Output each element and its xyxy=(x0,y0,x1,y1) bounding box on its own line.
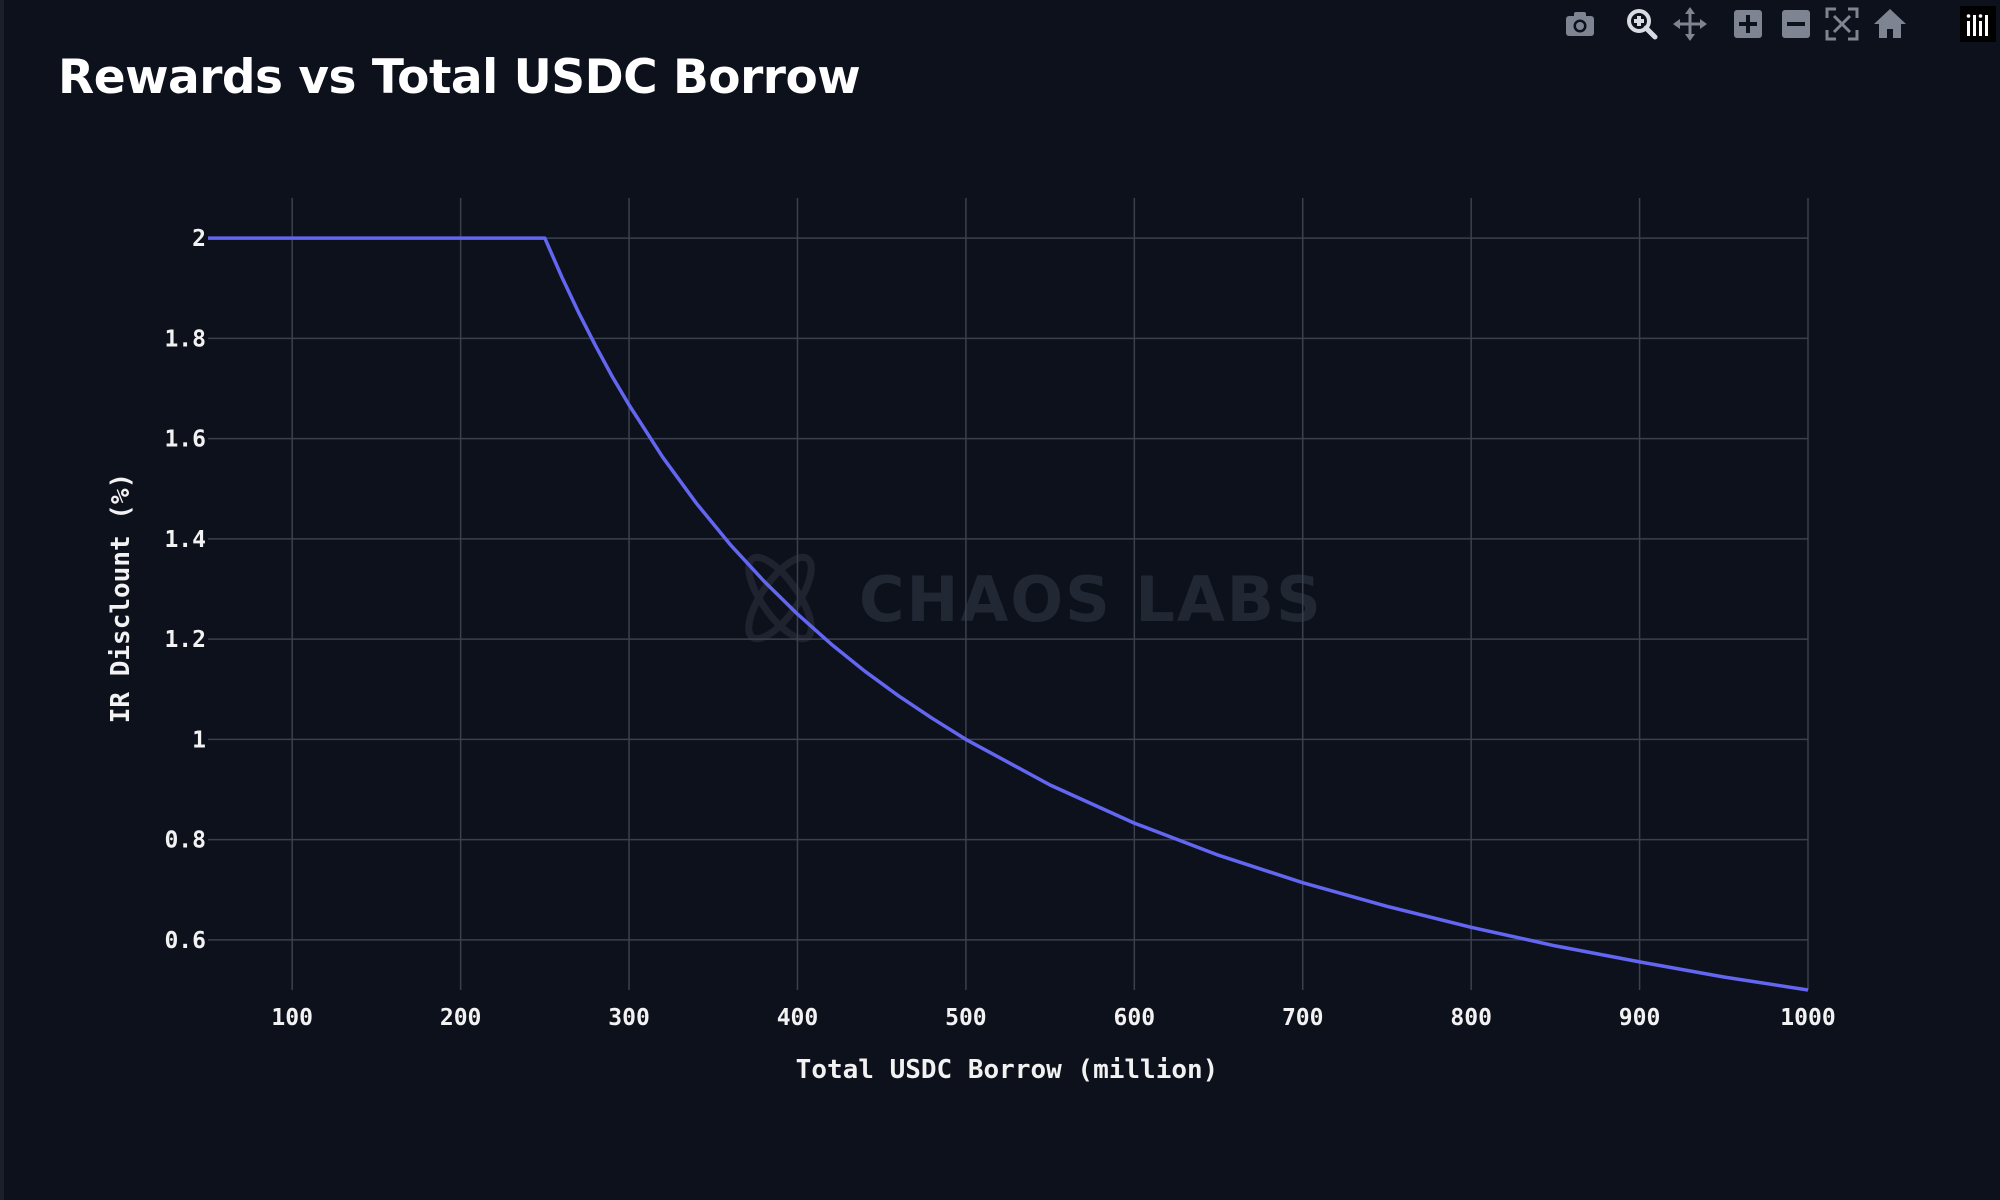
x-tick-label: 1000 xyxy=(1780,1005,1835,1031)
watermark-logo-icon xyxy=(745,553,815,643)
line-chart[interactable]: CHAOS LABS 100 200 300 400 500 600 700 800 900 10… xyxy=(4,0,2000,1200)
grid xyxy=(208,198,1809,990)
y-axis-title: IR Disclount (%) xyxy=(106,473,136,723)
y-tick-label: 1.6 xyxy=(164,427,206,453)
y-tick-label: 2 xyxy=(192,226,206,252)
home-icon[interactable] xyxy=(1870,4,1910,44)
x-tick-label: 400 xyxy=(777,1005,819,1031)
y-axis-ticks: 2 1.8 1.6 1.4 1.2 1 0.8 0.6 xyxy=(164,226,206,954)
x-tick-label: 500 xyxy=(945,1005,987,1031)
pan-icon[interactable] xyxy=(1670,4,1710,44)
watermark: CHAOS LABS xyxy=(745,553,1323,643)
chart-title: Rewards vs Total USDC Borrow xyxy=(58,50,861,105)
y-tick-label: 1 xyxy=(192,727,206,753)
autoscale-icon[interactable] xyxy=(1822,4,1862,44)
y-tick-label: 1.2 xyxy=(164,627,206,653)
y-tick-label: 0.8 xyxy=(164,828,206,854)
x-tick-label: 600 xyxy=(1114,1005,1156,1031)
zoom-in-icon[interactable] xyxy=(1728,4,1768,44)
plotly-logo-icon[interactable] xyxy=(1958,4,1998,44)
plot-toolbar xyxy=(1560,0,2000,50)
x-tick-label: 900 xyxy=(1619,1005,1661,1031)
x-axis-title: Total USDC Borrow (million) xyxy=(796,1055,1219,1085)
y-tick-label: 1.8 xyxy=(164,326,206,352)
zoom-icon[interactable] xyxy=(1622,4,1662,44)
y-tick-label: 0.6 xyxy=(164,928,206,954)
x-tick-label: 200 xyxy=(440,1005,482,1031)
x-tick-label: 100 xyxy=(271,1005,313,1031)
x-tick-label: 800 xyxy=(1450,1005,1492,1031)
zoom-out-icon[interactable] xyxy=(1776,4,1816,44)
x-tick-label: 700 xyxy=(1282,1005,1324,1031)
x-tick-label: 300 xyxy=(608,1005,650,1031)
watermark-text: CHAOS LABS xyxy=(859,563,1323,636)
y-tick-label: 1.4 xyxy=(164,527,206,553)
camera-icon[interactable] xyxy=(1560,4,1600,44)
series-line[interactable] xyxy=(208,236,1809,992)
x-axis-ticks: 100 200 300 400 500 600 700 800 900 1000 xyxy=(271,1005,1835,1031)
